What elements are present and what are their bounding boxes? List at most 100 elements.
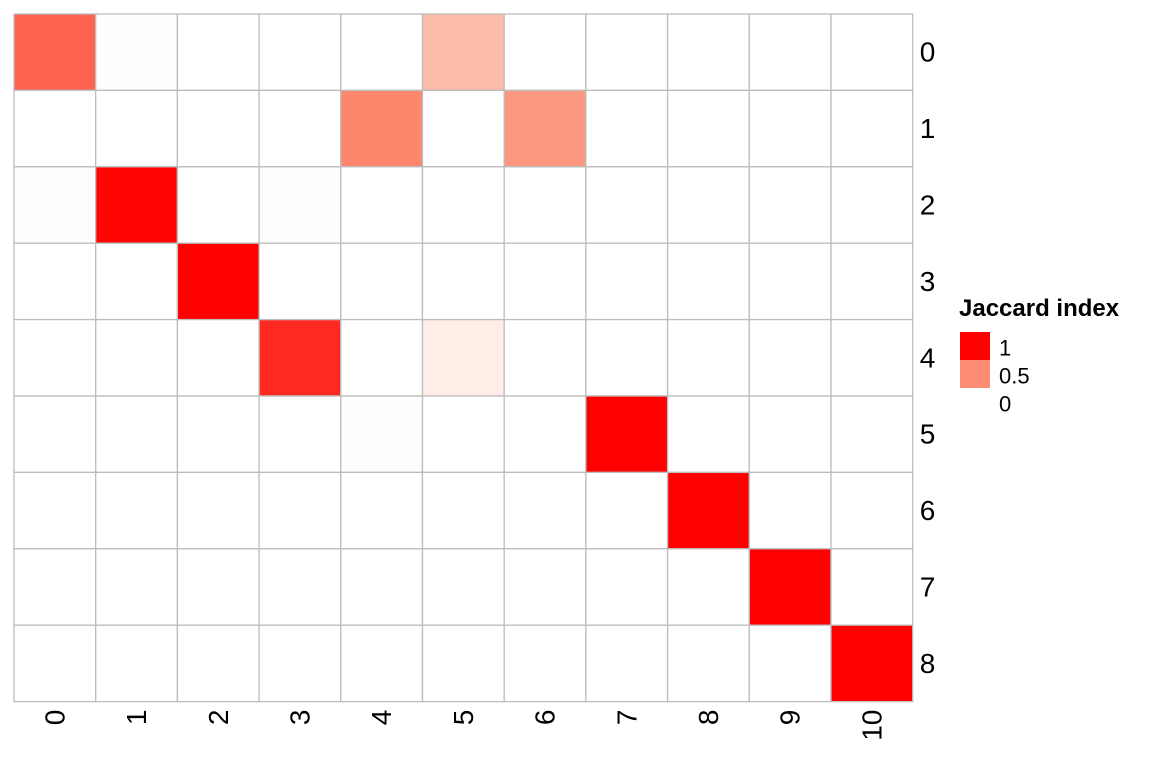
heatmap-cell-r0-c6 [503,13,587,92]
heatmap-cell-r8-c8 [666,624,750,703]
legend-title: Jaccard index [959,295,1120,322]
heatmap-cell-r0-c3 [258,13,342,92]
heatmap-cell-r4-c0 [13,318,97,397]
heatmap-cell-r0-c2 [176,13,260,92]
heatmap-cell-r1-c1 [95,89,179,168]
heatmap-cell-r4-c4 [340,318,424,397]
heatmap-cell-r3-c6 [503,242,587,321]
heatmap-cell-r2-c0 [13,166,97,244]
heatmap-cell-r0-c10 [830,13,914,92]
column-tick-labels: 0 1 2 3 4 5 6 7 8 9 10 [39,710,887,741]
heatmap-cell-r7-c4 [340,548,424,626]
heatmap-cell-r2-c5 [421,166,505,244]
heatmap-cell-r5-c8 [666,395,750,474]
row-label-0: 0 [920,37,936,68]
heatmap-cell-r0-c0 [13,13,97,92]
heatmap-cell-r7-c2 [176,548,260,626]
legend-key-0 [960,388,990,416]
heatmap-cell-r8-c3 [258,624,342,703]
heatmap-cell-r1-c5 [421,89,505,168]
column-label-6: 6 [530,710,561,726]
heatmap-cell-r5-c0 [13,395,97,474]
heatmap-cell-r7-c3 [258,548,342,626]
heatmap-cell-r2-c6 [503,166,587,244]
row-tick-labels: 0 1 2 3 4 5 6 7 8 [920,37,936,679]
row-label-2: 2 [920,190,936,221]
heatmap-cell-r3-c5 [421,242,505,321]
column-label-8: 8 [693,710,724,726]
heatmap-cell-r1-c3 [258,89,342,168]
legend-label-1: 1 [999,336,1011,361]
heatmap-cell-r3-c10 [830,242,914,321]
heatmap-cell-r4-c2 [176,318,260,397]
heatmap-cell-r2-c8 [666,166,750,244]
heatmap-cell-r4-c8 [666,318,750,397]
row-label-6: 6 [920,495,936,526]
row-label-4: 4 [920,342,936,373]
legend-label-0: 0 [999,392,1011,417]
heatmap-cell-r4-c6 [503,318,587,397]
row-label-5: 5 [920,419,936,450]
heatmap-cell-r5-c2 [176,395,260,474]
heatmap-cell-r1-c6 [503,89,587,168]
heatmap-cell-r8-c5 [421,624,505,703]
heatmap-cell-r7-c10 [830,548,914,626]
heatmap-cell-r4-c5 [421,318,505,397]
column-label-2: 2 [203,710,234,726]
heatmap-cell-r6-c0 [13,471,97,550]
heatmap-cell-r1-c7 [585,89,669,168]
heatmap-cell-r8-c2 [176,624,260,703]
heatmap-cell-r8-c1 [95,624,179,703]
legend-items: 10.50 [960,332,1030,417]
heatmap-cell-r7-c7 [585,548,669,626]
heatmap-cell-r6-c7 [585,471,669,550]
heatmap-cell-r1-c10 [830,89,914,168]
heatmap-cell-r2-c1 [95,166,179,244]
heatmap-cell-r2-c3 [258,166,342,244]
heatmap-cell-r8-c0 [13,624,97,703]
heatmap-cell-r8-c10 [830,624,914,703]
heatmap-cell-r2-c9 [748,166,832,244]
column-label-7: 7 [611,710,642,726]
heatmap-cell-r5-c7 [585,395,669,474]
heatmap-cell-r1-c8 [666,89,750,168]
heatmap-cell-r5-c4 [340,395,424,474]
heatmap-cell-r0-c4 [340,13,424,92]
row-label-3: 3 [920,266,936,297]
heatmap-cell-r1-c4 [340,89,424,168]
heatmap-cells [13,13,914,703]
heatmap-cell-r6-c10 [830,471,914,550]
column-label-4: 4 [366,710,397,726]
heatmap-cell-r6-c4 [340,471,424,550]
heatmap-cell-r1-c2 [176,89,260,168]
heatmap-cell-r4-c3 [258,318,342,397]
column-label-1: 1 [121,710,152,726]
heatmap-cell-r4-c10 [830,318,914,397]
legend-key-0.5 [960,360,990,388]
heatmap-cell-r5-c3 [258,395,342,474]
heatmap-cell-r3-c7 [585,242,669,321]
column-label-10: 10 [856,710,887,741]
heatmap-cell-r7-c8 [666,548,750,626]
heatmap-cell-r0-c5 [421,13,505,92]
column-label-5: 5 [448,710,479,726]
heatmap-cell-r6-c5 [421,471,505,550]
heatmap-cell-r8-c7 [585,624,669,703]
heatmap-cell-r6-c1 [95,471,179,550]
heatmap-cell-r4-c9 [748,318,832,397]
heatmap-cell-r1-c9 [748,89,832,168]
heatmap-cell-r2-c2 [176,166,260,244]
heatmap-cell-r3-c2 [176,242,260,321]
heatmap-cell-r2-c7 [585,166,669,244]
heatmap-cell-r5-c5 [421,395,505,474]
heatmap-cell-r7-c5 [421,548,505,626]
heatmap-cell-r3-c3 [258,242,342,321]
column-label-9: 9 [775,710,806,726]
heatmap-cell-r6-c8 [666,471,750,550]
row-label-1: 1 [920,113,936,144]
heatmap-cell-r3-c0 [13,242,97,321]
heatmap-cell-r7-c6 [503,548,587,626]
heatmap-cell-r1-c0 [13,89,97,168]
column-label-3: 3 [285,710,316,726]
